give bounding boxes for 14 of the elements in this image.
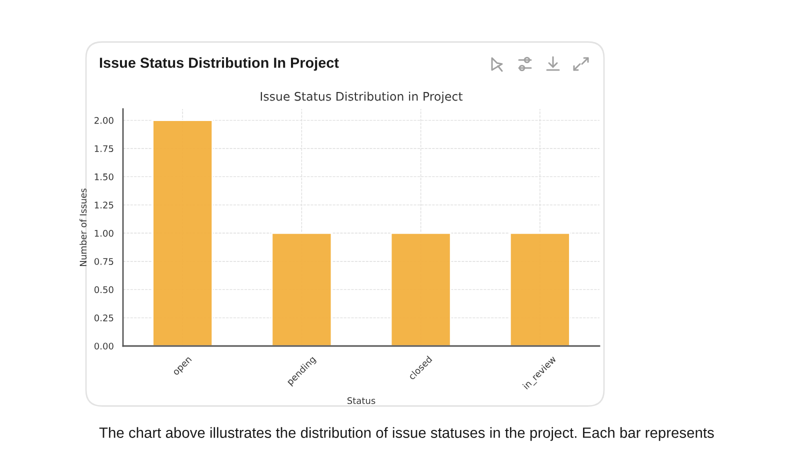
y-tick-label: 0.25 xyxy=(94,314,114,322)
y-tick-label: 1.75 xyxy=(94,145,114,152)
y-tick-label: 1.50 xyxy=(94,173,114,180)
chart-title: Issue Status Distribution In Project xyxy=(100,57,339,71)
y-tick-label: 0.75 xyxy=(94,258,114,265)
y-tick-label: 1.00 xyxy=(94,230,114,237)
y-axis-title: Number of Issues xyxy=(80,188,87,266)
y-tick-label: 1.25 xyxy=(94,202,114,208)
y-tick-label: 2.00 xyxy=(94,117,114,124)
y-tick-label: 0.50 xyxy=(94,286,114,294)
x-axis-title: Status xyxy=(347,397,376,404)
text: The chart above illustrates the distribution of issue statuses in the project. Each bar represents xyxy=(99,427,714,441)
chart-subtitle: Issue Status Distribution in Project xyxy=(260,92,463,104)
y-tick-label: 0.00 xyxy=(94,342,114,350)
